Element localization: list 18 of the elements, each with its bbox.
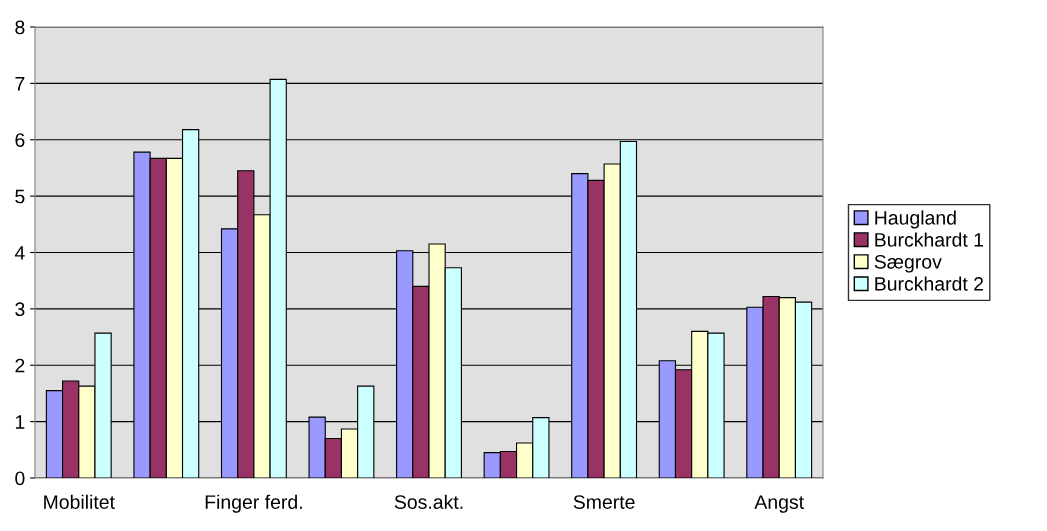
y-tick-label: 5: [15, 189, 25, 204]
legend-label: Haugland: [875, 210, 956, 229]
x-tick-label: Smerte: [573, 495, 635, 509]
x-tick-label: Finger ferd.: [205, 494, 302, 513]
y-tick-label: 1: [15, 415, 25, 429]
y-tick-label: 7: [15, 77, 25, 91]
y-tick-label: 0: [15, 471, 25, 486]
y-tick-label: 2: [15, 358, 25, 373]
legend-label: Burckhardt 1: [875, 232, 984, 247]
legend-label: Sægrov: [874, 254, 942, 273]
x-tick-label: Sos.akt.: [394, 494, 463, 509]
x-tick-label: Angst: [754, 495, 804, 513]
y-tick-label: 3: [15, 302, 25, 317]
y-tick-label: 8: [15, 20, 25, 35]
x-tick-label: Mobilitet: [44, 494, 115, 509]
legend-label: Burckhardt 2: [875, 276, 984, 291]
y-tick-label: 4: [14, 246, 25, 260]
y-tick-label: 6: [15, 133, 25, 147]
